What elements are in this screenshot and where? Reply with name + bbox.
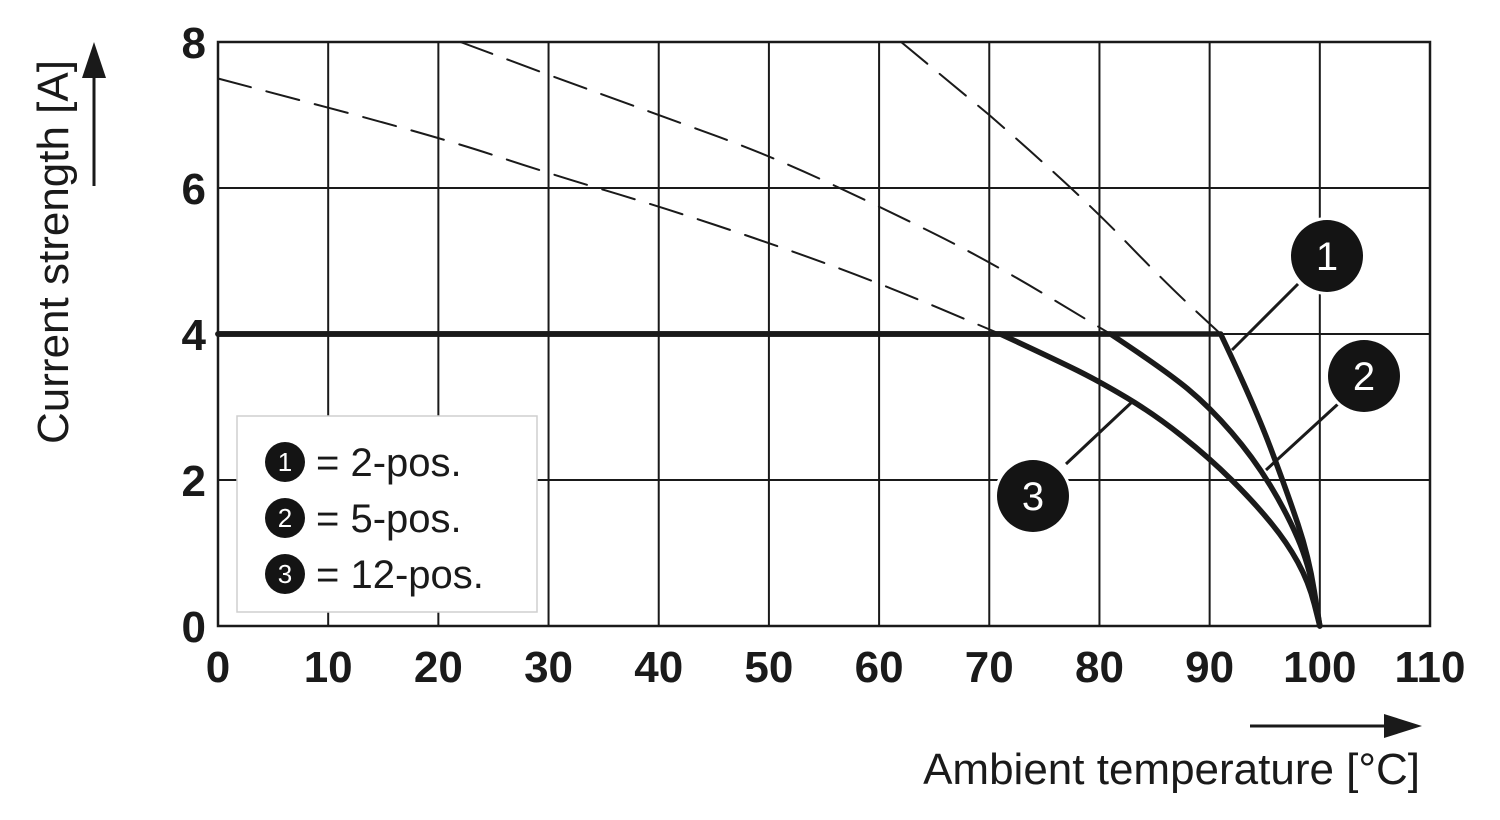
y-axis-title: Current strength [A] bbox=[29, 60, 78, 444]
y-tick-label-2: 2 bbox=[182, 457, 206, 506]
tick-labels: 0 10 20 30 40 50 60 70 80 90 100 110 0 2 4 6 8 bbox=[182, 19, 1466, 692]
callout-2-badge bbox=[1328, 340, 1400, 412]
y-axis-arrow-head bbox=[82, 42, 106, 78]
legend-label-3: = 12-pos. bbox=[316, 553, 484, 597]
y-tick-label-0: 0 bbox=[182, 603, 206, 652]
legend-badge-2 bbox=[265, 498, 305, 538]
legend-badge-3 bbox=[265, 554, 305, 594]
legend-badge-label-2: 2 bbox=[278, 503, 292, 533]
series-3-solid-line bbox=[215, 331, 1323, 629]
legend-badge-label-1: 1 bbox=[278, 447, 292, 477]
series-1-dashed-line bbox=[900, 41, 1222, 335]
callout-3-leader bbox=[1064, 400, 1134, 466]
x-tick-label-110: 110 bbox=[1395, 643, 1466, 692]
series-2-solid-line bbox=[215, 331, 1323, 629]
y-tick-label-4: 4 bbox=[182, 311, 207, 360]
legend-label-2: = 5-pos. bbox=[316, 497, 462, 541]
x-tick-label-40: 40 bbox=[634, 643, 683, 692]
x-axis-title-group: Ambient temperature [°C] bbox=[923, 714, 1422, 794]
x-tick-label-30: 30 bbox=[524, 643, 573, 692]
callouts: 1 2 3 bbox=[994, 217, 1403, 535]
legend-label-1: = 2-pos. bbox=[316, 441, 462, 485]
callout-3-label: 3 bbox=[1022, 475, 1044, 519]
x-axis-arrow-head bbox=[1384, 714, 1422, 738]
callout-1-label: 1 bbox=[1316, 235, 1338, 279]
x-tick-label-10: 10 bbox=[304, 643, 353, 692]
legend-badge-1 bbox=[265, 442, 305, 482]
y-tick-label-6: 6 bbox=[182, 165, 206, 214]
series-2-dashed-line bbox=[459, 41, 1112, 335]
x-tick-label-100: 100 bbox=[1283, 643, 1356, 692]
x-tick-label-20: 20 bbox=[414, 643, 463, 692]
plot-border bbox=[216, 40, 1432, 628]
x-axis-title: Ambient temperature [°C] bbox=[923, 745, 1420, 794]
plot-frame bbox=[216, 40, 1432, 628]
x-tick-label-70: 70 bbox=[965, 643, 1014, 692]
series-3-dashed-line bbox=[217, 77, 1002, 335]
series-group bbox=[215, 41, 1323, 629]
x-tick-label-0: 0 bbox=[206, 643, 230, 692]
callout-3-badge bbox=[997, 460, 1069, 532]
callout-2-leader bbox=[1264, 402, 1340, 472]
legend-badge-label-3: 3 bbox=[278, 559, 292, 589]
legend: 1 = 2-pos. 2 = 5-pos. 3 = 12-pos. bbox=[236, 415, 538, 613]
y-axis-title-group: Current strength [A] bbox=[29, 42, 106, 444]
x-tick-label-50: 50 bbox=[744, 643, 793, 692]
callout-2-label: 2 bbox=[1353, 355, 1375, 399]
callout-1-leader bbox=[1230, 282, 1300, 352]
x-tick-label-90: 90 bbox=[1185, 643, 1234, 692]
x-tick-label-80: 80 bbox=[1075, 643, 1124, 692]
y-tick-label-8: 8 bbox=[182, 19, 206, 68]
x-tick-label-60: 60 bbox=[855, 643, 904, 692]
callout-1-badge bbox=[1291, 220, 1363, 292]
